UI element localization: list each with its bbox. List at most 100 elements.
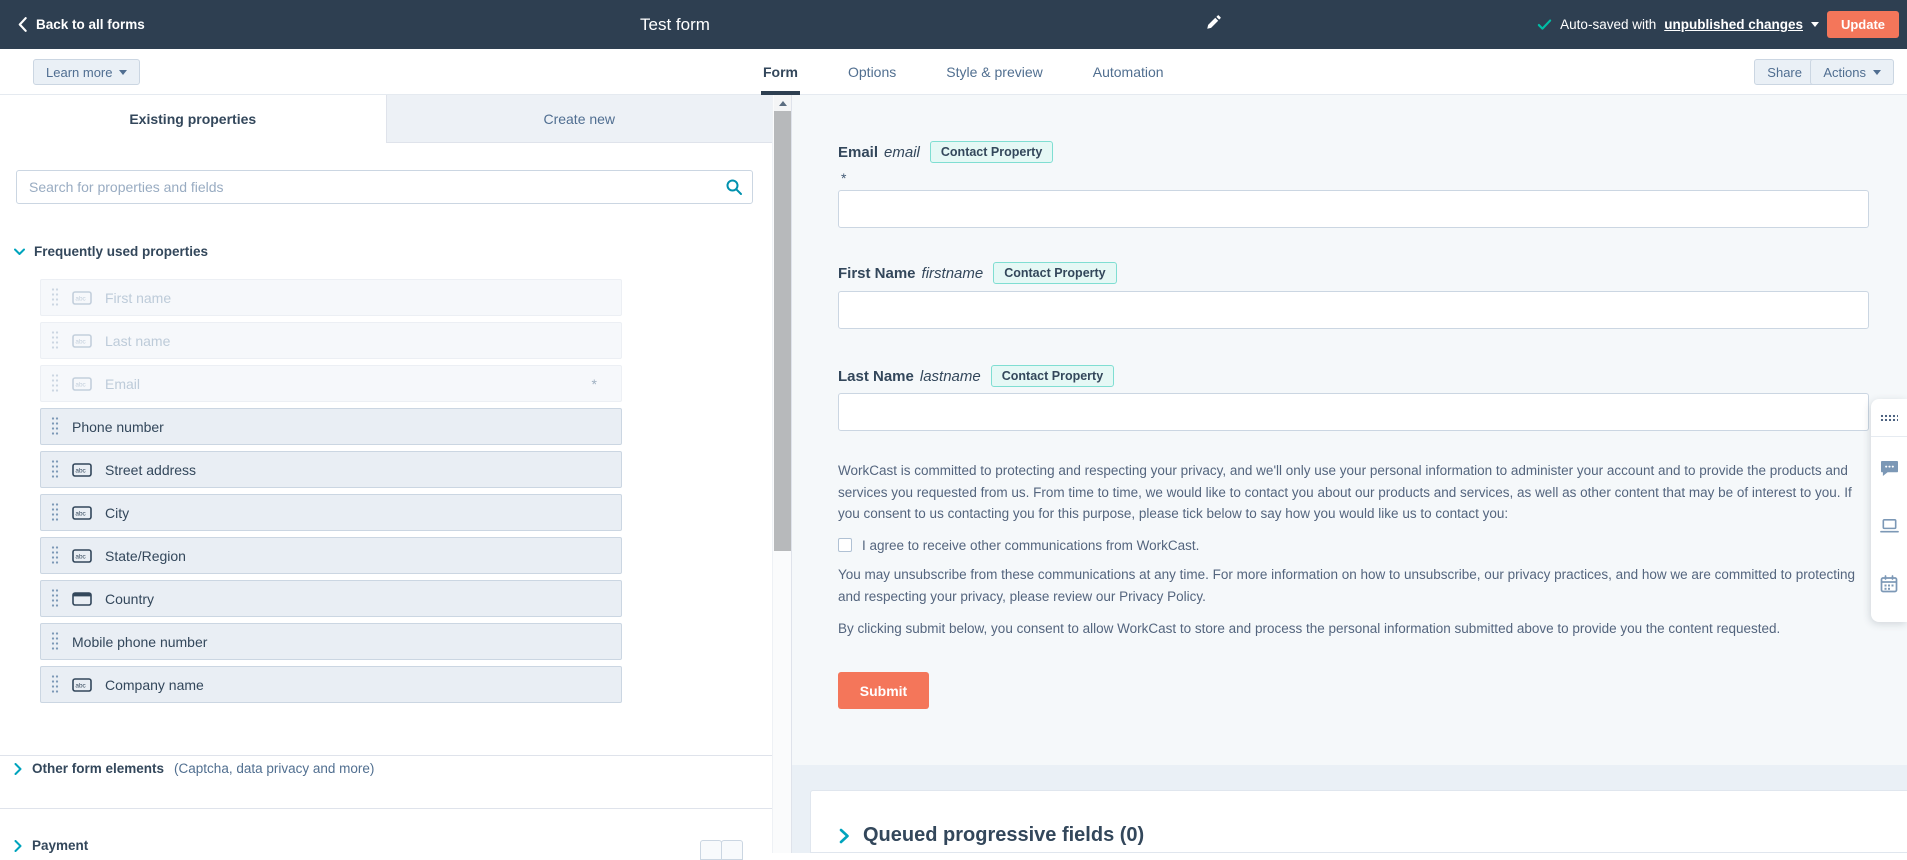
svg-text:abc: abc (75, 682, 86, 689)
field-internal-name: lastname (920, 368, 981, 385)
edit-title-pencil-icon[interactable] (1205, 13, 1227, 35)
drag-handle-icon[interactable] (51, 459, 59, 480)
back-to-all-forms-link[interactable]: Back to all forms (18, 0, 145, 49)
required-asterisk: * (841, 170, 846, 185)
drag-handle-icon (51, 373, 59, 394)
last-name-input[interactable] (838, 393, 1869, 431)
svg-text:abc: abc (75, 467, 86, 474)
drag-handle-icon[interactable] (51, 502, 59, 523)
tab-options[interactable]: Options (848, 49, 896, 95)
property-label: Country (105, 591, 154, 607)
svg-text:abc: abc (75, 338, 86, 345)
property-item-phone-number[interactable]: Phone number (40, 408, 622, 445)
chat-button[interactable] (1871, 441, 1907, 495)
required-asterisk: * (592, 376, 611, 392)
tab-form[interactable]: Form (763, 49, 798, 95)
tab-existing-properties[interactable]: Existing properties (0, 95, 387, 143)
field-label: Last Name (838, 368, 914, 385)
privacy-paragraph: By clicking submit below, you consent to… (838, 618, 1869, 640)
drag-handle-icon[interactable] (51, 416, 59, 437)
chevron-down-icon[interactable] (1811, 22, 1819, 27)
calendar-button[interactable] (1871, 557, 1907, 611)
other-form-elements-label: Other form elements (32, 761, 164, 776)
property-item-first-name: abc First name (40, 279, 622, 316)
drag-handle-icon[interactable] (51, 588, 59, 609)
property-label: Street address (105, 462, 196, 478)
payment-badge-square (721, 840, 743, 860)
learn-more-button[interactable]: Learn more (33, 59, 140, 85)
autosave-status: Auto-saved with unpublished changes (1537, 0, 1819, 49)
text-field-icon: abc (72, 377, 92, 391)
property-label: City (105, 505, 129, 521)
frequently-used-properties-header[interactable]: Frequently used properties (14, 244, 208, 259)
chevron-down-icon (1873, 70, 1881, 75)
consent-row: I agree to receive other communications … (838, 535, 1869, 557)
property-label: State/Region (105, 548, 186, 564)
payment-badge-square (700, 840, 722, 860)
tab-style-preview[interactable]: Style & preview (946, 49, 1042, 95)
main-tabs: Form Options Style & preview Automation (763, 49, 1164, 95)
unpublished-changes-link[interactable]: unpublished changes (1664, 17, 1803, 32)
actions-label: Actions (1823, 65, 1866, 80)
field-label-row: Last Name lastname Contact Property (838, 365, 1114, 387)
payment-header[interactable]: Payment (14, 838, 88, 853)
chevron-right-icon (14, 840, 22, 852)
autosave-prefix: Auto-saved with (1560, 17, 1656, 32)
first-name-input[interactable] (838, 291, 1869, 329)
privacy-paragraph: You may unsubscribe from these communica… (838, 564, 1869, 607)
search-icon[interactable] (725, 178, 743, 196)
queued-progressive-fields-card: Queued progressive fields (0) (810, 790, 1907, 853)
text-field-icon: abc (72, 291, 92, 305)
tab-automation[interactable]: Automation (1093, 49, 1164, 95)
contact-property-badge: Contact Property (930, 141, 1053, 163)
property-item-street-address[interactable]: abc Street address (40, 451, 622, 488)
laptop-icon (1880, 518, 1899, 534)
top-bar: Back to all forms Test form Auto-saved w… (0, 0, 1907, 49)
actions-button[interactable]: Actions (1810, 59, 1894, 85)
consent-checkbox[interactable] (838, 538, 852, 552)
laptop-button[interactable] (1871, 499, 1907, 553)
chevron-right-icon (14, 763, 22, 775)
toolbar-drag-handle[interactable] (1871, 399, 1907, 437)
property-label: First name (105, 290, 171, 306)
property-label: Last name (105, 333, 170, 349)
back-chevron-icon (18, 17, 27, 32)
tab-create-new[interactable]: Create new (387, 95, 773, 143)
chevron-down-icon (14, 248, 25, 256)
drag-handle-icon[interactable] (51, 631, 59, 652)
secondary-toolbar: Learn more Form Options Style & preview Aut… (0, 49, 1907, 95)
other-form-elements-header[interactable]: Other form elements (Captcha, data priva… (14, 761, 374, 776)
search-input[interactable] (16, 170, 753, 204)
update-button[interactable]: Update (1827, 11, 1899, 38)
queued-progressive-fields-header[interactable]: Queued progressive fields (0) (839, 824, 1144, 847)
sidebar-scrollbar[interactable] (772, 95, 791, 853)
scrollbar-thumb[interactable] (774, 111, 791, 551)
calendar-icon (1880, 575, 1898, 593)
submit-button[interactable]: Submit (838, 672, 929, 709)
field-label: First Name (838, 265, 916, 282)
property-item-city[interactable]: abc City (40, 494, 622, 531)
property-item-mobile-phone-number[interactable]: Mobile phone number (40, 623, 622, 660)
contact-property-badge: Contact Property (991, 365, 1114, 387)
check-icon (1537, 17, 1552, 32)
drag-handle-icon[interactable] (51, 545, 59, 566)
drag-handle-icon[interactable] (51, 674, 59, 695)
other-form-elements-sublabel: (Captcha, data privacy and more) (174, 761, 374, 776)
drag-handle-icon (51, 287, 59, 308)
share-button[interactable]: Share (1754, 59, 1815, 85)
property-label: Mobile phone number (72, 634, 207, 650)
svg-text:abc: abc (75, 510, 86, 517)
scrollbar-up-arrow[interactable] (774, 95, 791, 111)
payment-badge (700, 840, 743, 860)
email-input[interactable] (838, 190, 1869, 228)
dropdown-field-icon (72, 592, 92, 606)
back-label: Back to all forms (36, 17, 145, 32)
form-title: Test form (640, 0, 820, 49)
sidebar-tabs: Existing properties Create new (0, 95, 772, 143)
property-item-country[interactable]: Country (40, 580, 622, 617)
